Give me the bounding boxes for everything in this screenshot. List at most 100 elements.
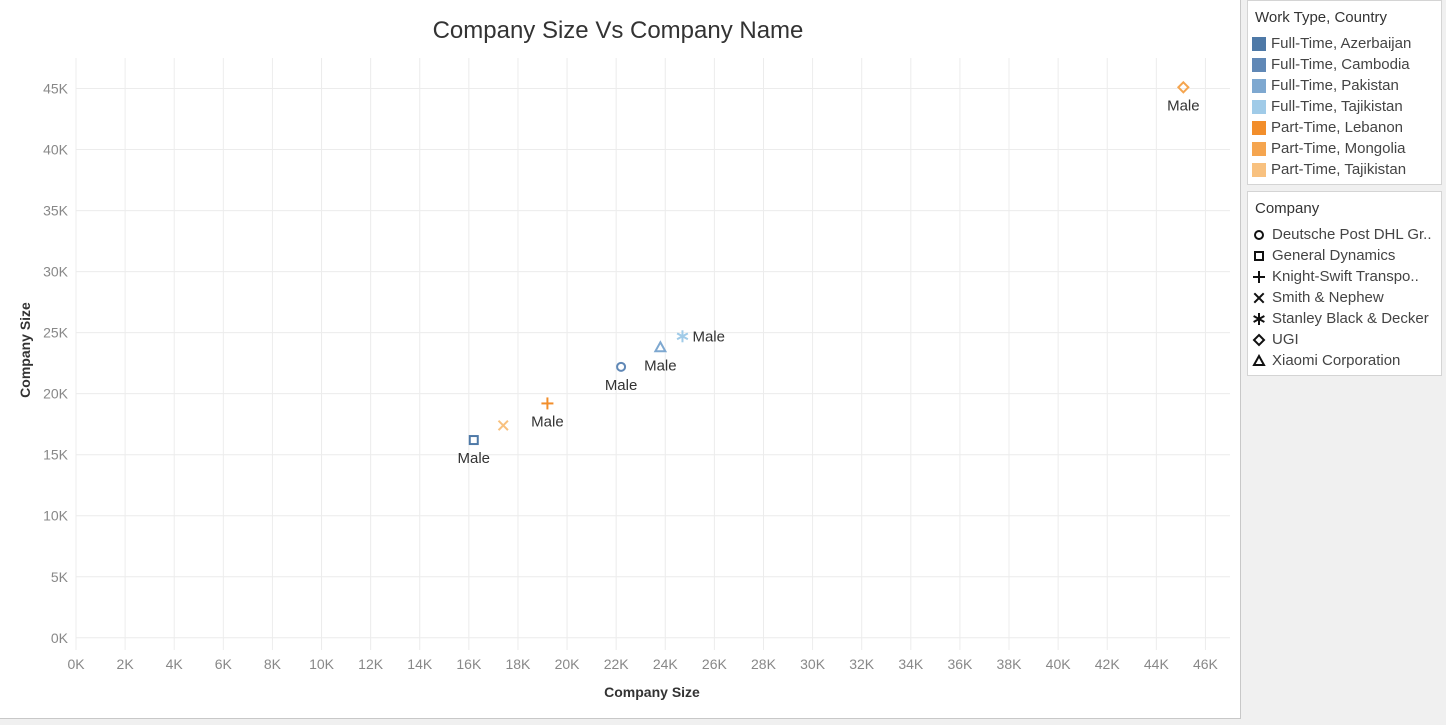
- chart-panel: 0K 2K 4K 6K 8K 10K 12K 14K 16K 18K 20K 22K 24K 26K 28K…: [0, 0, 1241, 719]
- color-legend-label: Part-Time, Lebanon: [1271, 119, 1404, 136]
- x-tick-label: 16K: [456, 656, 482, 672]
- axis-ticks: 0K 2K 4K 6K 8K 10K 12K 14K 16K 18K 20K 22K 24K 26K 28K…: [43, 81, 1218, 672]
- x-tick-label: 38K: [997, 656, 1023, 672]
- data-points: Male Male Male Male Male Male: [458, 80, 1200, 467]
- data-label: Male: [531, 413, 564, 430]
- x-tick-label: 24K: [653, 656, 679, 672]
- y-axis-title: Company Size: [17, 302, 33, 398]
- data-label: Male: [458, 450, 491, 467]
- x-tick-label: 18K: [505, 656, 531, 672]
- x-tick-label: 32K: [849, 656, 875, 672]
- color-swatch: [1252, 99, 1266, 114]
- x-tick-label: 42K: [1095, 656, 1121, 672]
- asterisk-icon: [1253, 312, 1265, 325]
- color-swatch: [1252, 120, 1266, 135]
- color-legend-title: Work Type, Country: [1255, 9, 1387, 26]
- color-legend-label: Part-Time, Mongolia: [1271, 140, 1406, 157]
- plus-icon-glyph: [1253, 270, 1265, 283]
- plus-icon: [1253, 270, 1265, 283]
- data-point: [676, 330, 689, 343]
- color-legend-item[interactable]: Part-Time, Mongolia: [1248, 138, 1441, 159]
- shape-legend-label: Knight-Swift Transpo..: [1272, 268, 1419, 285]
- color-legend-label: Full-Time, Tajikistan: [1271, 98, 1403, 115]
- y-tick-label: 5K: [51, 569, 69, 585]
- shape-legend-label: UGI: [1272, 331, 1299, 348]
- x-tick-label: 10K: [309, 656, 335, 672]
- x-tick-label: 8K: [264, 656, 282, 672]
- data-label: Male: [1167, 97, 1200, 114]
- scatter-chart: 0K 2K 4K 6K 8K 10K 12K 14K 16K 18K 20K 22K 24K 26K 28K…: [17, 17, 1230, 700]
- x-tick-label: 36K: [947, 656, 973, 672]
- data-label: Male: [644, 357, 677, 374]
- shape-legend-item[interactable]: Smith & Nephew: [1248, 287, 1441, 308]
- shape-legend: Company Deutsche Post DHL Gr.. General Dy…: [1247, 191, 1442, 376]
- y-tick-label: 15K: [43, 447, 69, 463]
- color-legend-item[interactable]: Full-Time, Pakistan: [1248, 75, 1441, 96]
- x-tick-label: 28K: [751, 656, 777, 672]
- data-point: [541, 397, 554, 410]
- asterisk-icon-glyph: [1253, 312, 1265, 325]
- chart-title: Company Size Vs Company Name: [433, 17, 804, 44]
- color-legend-item[interactable]: Full-Time, Azerbaijan: [1248, 33, 1441, 54]
- color-legend: Work Type, Country Full-Time, Azerbaijan…: [1247, 0, 1442, 185]
- y-tick-label: 30K: [43, 264, 69, 280]
- x-tick-label: 40K: [1046, 656, 1072, 672]
- color-legend-item[interactable]: Full-Time, Cambodia: [1248, 54, 1441, 75]
- color-legend-label: Full-Time, Pakistan: [1271, 77, 1399, 94]
- data-label: Male: [692, 328, 725, 345]
- y-tick-label: 0K: [51, 630, 69, 646]
- shape-legend-item[interactable]: Stanley Black & Decker: [1248, 308, 1441, 329]
- color-legend-item[interactable]: Full-Time, Tajikistan: [1248, 96, 1441, 117]
- shape-legend-item[interactable]: Xiaomi Corporation: [1248, 350, 1441, 371]
- color-legend-item[interactable]: Part-Time, Tajikistan: [1248, 159, 1441, 180]
- data-point: [653, 340, 668, 353]
- color-legend-label: Full-Time, Azerbaijan: [1271, 35, 1412, 52]
- circle-icon-glyph: [1254, 229, 1264, 240]
- x-icon-glyph: [1253, 292, 1265, 303]
- data-point: [468, 435, 479, 446]
- x-tick-label: 26K: [702, 656, 728, 672]
- shape-legend-item[interactable]: Deutsche Post DHL Gr..: [1248, 224, 1441, 245]
- y-tick-label: 10K: [43, 508, 69, 524]
- x-tick-label: 12K: [358, 656, 384, 672]
- x-icon: [1253, 292, 1265, 303]
- x-tick-label: 30K: [800, 656, 826, 672]
- x-tick-label: 2K: [117, 656, 135, 672]
- y-tick-label: 35K: [43, 203, 69, 219]
- color-swatch: [1252, 162, 1266, 177]
- data-point: [497, 419, 509, 431]
- color-swatch: [1252, 78, 1266, 93]
- shape-legend-label: Smith & Nephew: [1272, 289, 1384, 306]
- color-swatch: [1252, 57, 1266, 72]
- square-icon: [1254, 250, 1264, 261]
- diamond-icon: [1252, 333, 1266, 346]
- y-tick-label: 25K: [43, 325, 69, 341]
- x-tick-label: 6K: [215, 656, 233, 672]
- grid: [75, 58, 1230, 650]
- y-tick-label: 45K: [43, 81, 69, 97]
- data-point: [1176, 80, 1190, 94]
- square-icon-glyph: [1254, 250, 1264, 261]
- shape-legend-label: Stanley Black & Decker: [1272, 310, 1429, 327]
- shape-legend-item[interactable]: General Dynamics: [1248, 245, 1441, 266]
- x-tick-label: 20K: [555, 656, 581, 672]
- x-tick-label: 34K: [898, 656, 924, 672]
- x-tick-label: 14K: [407, 656, 433, 672]
- triangle-icon-glyph: [1252, 353, 1266, 366]
- shape-legend-item[interactable]: UGI: [1248, 329, 1441, 350]
- shape-legend-label: Deutsche Post DHL Gr..: [1272, 226, 1432, 243]
- data-label: Male: [605, 377, 638, 394]
- color-legend-item[interactable]: Part-Time, Lebanon: [1248, 117, 1441, 138]
- color-swatch: [1252, 36, 1266, 51]
- y-tick-label: 20K: [43, 386, 69, 402]
- shape-legend-item[interactable]: Knight-Swift Transpo..: [1248, 266, 1441, 287]
- color-legend-label: Full-Time, Cambodia: [1271, 56, 1410, 73]
- shape-legend-label: General Dynamics: [1272, 247, 1396, 264]
- data-point: [616, 361, 627, 372]
- x-tick-label: 4K: [166, 656, 184, 672]
- x-tick-label: 0K: [67, 656, 85, 672]
- x-tick-label: 46K: [1193, 656, 1219, 672]
- triangle-icon: [1252, 353, 1266, 366]
- x-axis-title: Company Size: [604, 684, 700, 700]
- x-tick-label: 22K: [604, 656, 630, 672]
